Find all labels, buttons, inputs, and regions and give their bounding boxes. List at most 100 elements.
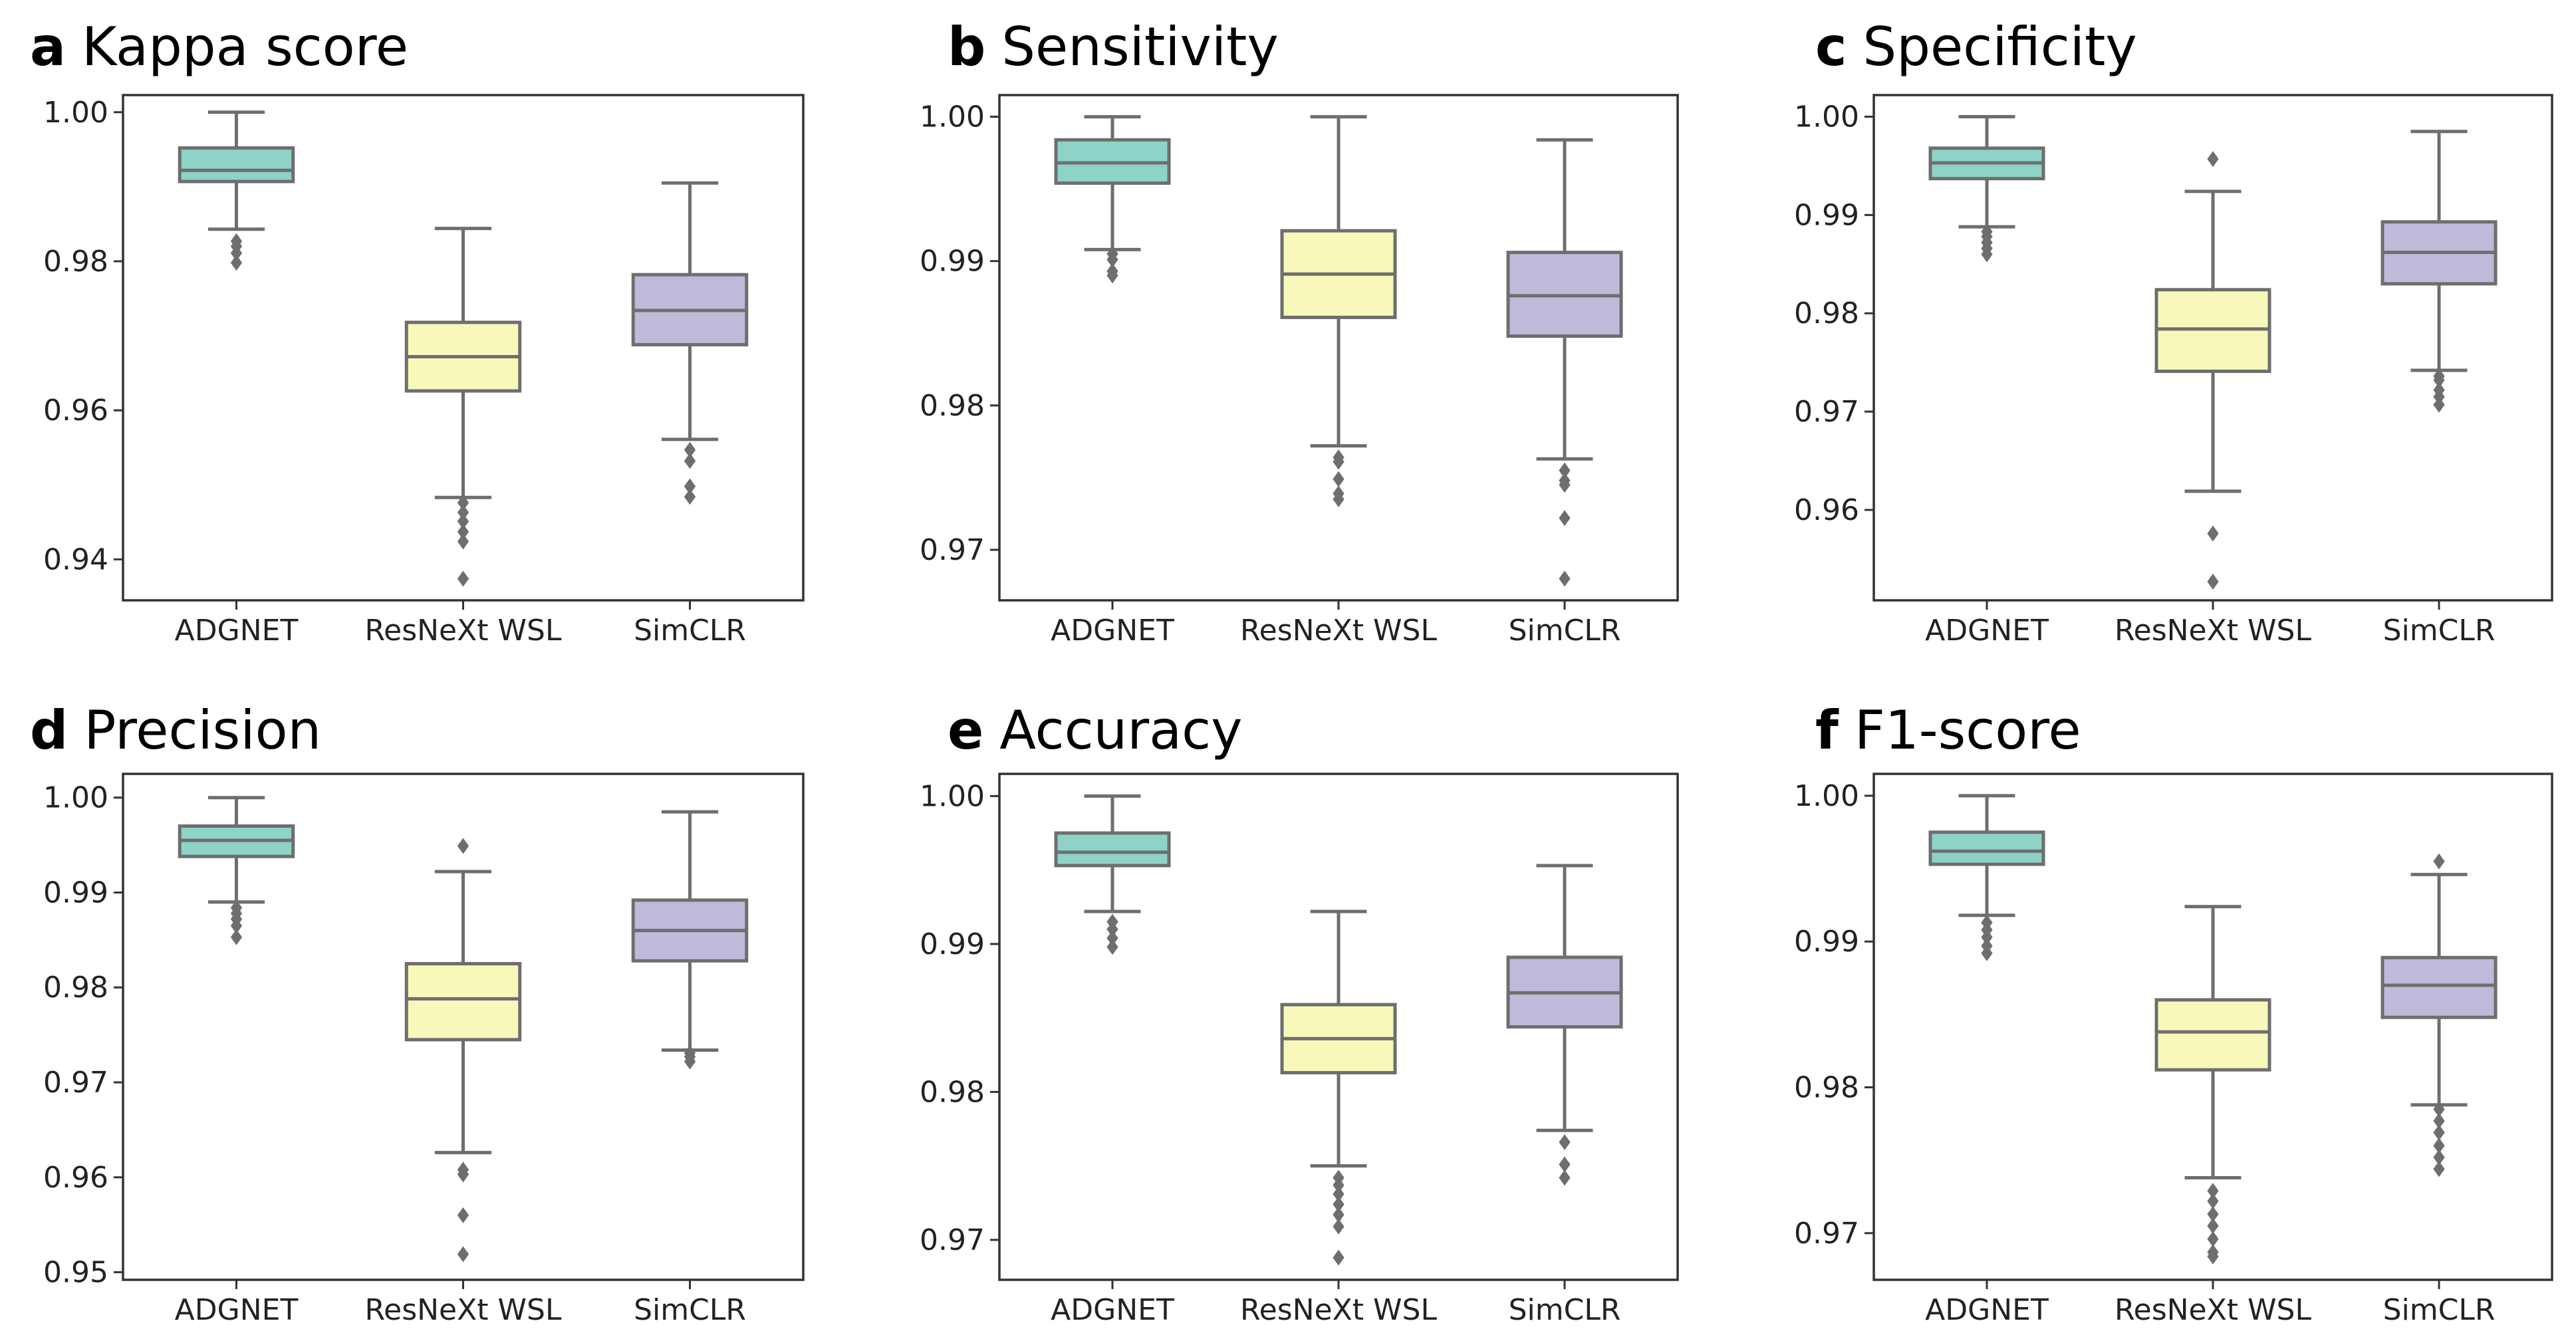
axes-frame <box>1872 773 2553 1281</box>
outlier-point <box>1106 267 1118 284</box>
x-tick-label: ResNeXt WSL <box>2115 614 2311 648</box>
outlier-point <box>2207 1217 2219 1234</box>
y-tick-label: 0.98 <box>43 245 108 279</box>
x-tick-label: ResNeXt WSL <box>365 1293 562 1327</box>
y-tick-label: 1.00 <box>1794 100 1859 134</box>
outlier-point <box>2433 853 2445 870</box>
panel-title-text: Specificity <box>1863 16 2136 78</box>
y-tick-label: 0.97 <box>1794 395 1859 429</box>
box-resnext-wsl <box>2154 905 2271 1265</box>
outlier-point <box>230 917 243 934</box>
box-iqr <box>1928 830 2045 866</box>
y-tick-label: 0.98 <box>1794 1071 1859 1105</box>
outlier-point <box>1106 929 1118 946</box>
y-tick-label: 0.98 <box>920 389 985 423</box>
panel-letter: f <box>1815 699 1839 761</box>
outlier-point <box>1333 1177 1345 1193</box>
box-resnext-wsl <box>2154 151 2271 590</box>
panel-c: c Specificity 0.96 0.97 0.98 0.99 1.00 ADGNET Re… <box>1794 16 2553 648</box>
outlier-point <box>1559 510 1571 527</box>
y-tick-label: 0.98 <box>920 1075 985 1109</box>
outlier-point <box>457 513 469 530</box>
y-tick-label: 0.99 <box>920 245 985 279</box>
y-tick-label: 0.96 <box>43 394 108 427</box>
panel-title: a Kappa score <box>30 16 408 78</box>
box-simclr <box>1506 864 1623 1186</box>
panel-title-text: Accuracy <box>999 699 1242 761</box>
outlier-point <box>2207 1193 2219 1209</box>
outlier-point <box>1559 1134 1571 1151</box>
x-tick-label: ADGNET <box>1925 614 2049 648</box>
box-simclr <box>631 181 749 505</box>
panel-title: f F1-score <box>1815 699 2081 761</box>
box-adgnet <box>1054 794 1171 955</box>
outlier-point <box>1106 251 1118 268</box>
y-tick-label: 0.97 <box>1794 1217 1859 1251</box>
outlier-point <box>1106 939 1118 955</box>
panel-title: b Sensitivity <box>948 16 1279 78</box>
y-tick-label: 0.99 <box>1794 925 1859 959</box>
outlier-point <box>684 478 696 495</box>
outlier-point <box>1333 1196 1345 1213</box>
y-tick-label: 0.97 <box>920 533 985 567</box>
box-adgnet <box>1054 115 1171 284</box>
panel-title: c Specificity <box>1815 16 2137 78</box>
box-simclr <box>631 810 749 1070</box>
outlier-point <box>2433 1101 2445 1118</box>
box-iqr <box>1054 831 1171 868</box>
outlier-point <box>2207 573 2219 590</box>
x-tick-label: ResNeXt WSL <box>1240 614 1437 648</box>
y-tick-label: 1.00 <box>43 96 108 130</box>
outlier-point <box>1333 453 1345 470</box>
outlier-point <box>2207 1248 2219 1265</box>
outlier-point <box>457 504 469 521</box>
y-tick-label: 0.98 <box>1794 297 1859 330</box>
axes-frame <box>122 773 805 1281</box>
x-tick-label: ResNeXt WSL <box>1240 1293 1437 1327</box>
y-tick-label: 0.96 <box>43 1161 108 1195</box>
axes-frame <box>1872 94 2553 602</box>
outlier-point <box>1981 246 1993 263</box>
x-tick-label: SimCLR <box>2383 1293 2496 1327</box>
y-tick-label: 1.00 <box>1794 779 1859 813</box>
outlier-point <box>1559 462 1571 479</box>
box-iqr <box>2381 955 2498 1019</box>
y-tick-label: 0.99 <box>1794 198 1859 232</box>
outlier-point <box>2433 1138 2445 1154</box>
outlier-point <box>684 489 696 505</box>
outlier-point <box>1333 471 1345 487</box>
outlier-point <box>457 523 469 540</box>
box-simclr <box>1506 138 1623 587</box>
panel-title-text: Sensitivity <box>1001 16 1278 78</box>
outlier-point <box>1333 1207 1345 1223</box>
y-tick-label: 1.00 <box>920 100 985 134</box>
y-tick-label: 1.00 <box>43 781 108 815</box>
outlier-point <box>230 255 243 271</box>
y-tick-label: 0.95 <box>43 1256 108 1290</box>
outlier-point <box>2433 1124 2445 1141</box>
box-resnext-wsl <box>1280 909 1397 1266</box>
panel-title: d Precision <box>30 699 321 761</box>
box-iqr <box>404 962 522 1042</box>
axes-frame <box>122 94 805 602</box>
panel-d: d Precision 0.95 0.96 0.97 0.98 0.99 1.00 ADGNET… <box>30 699 805 1327</box>
panel-letter: d <box>30 699 68 761</box>
panel-letter: c <box>1815 16 1847 78</box>
x-tick-label: ADGNET <box>1051 614 1174 648</box>
y-tick-label: 0.96 <box>1794 493 1859 527</box>
x-tick-label: SimCLR <box>2383 614 2496 648</box>
outlier-point <box>457 1207 469 1223</box>
outlier-point <box>1559 477 1571 493</box>
y-tick-label: 0.94 <box>43 543 108 576</box>
outlier-point <box>2207 151 2219 168</box>
panel-title-text: Kappa score <box>82 16 408 78</box>
panel-a: a Kappa score 0.94 0.96 0.98 1.00 ADGNET ResNeX… <box>30 16 805 648</box>
y-tick-label: 0.98 <box>43 971 108 1005</box>
x-tick-label: ADGNET <box>175 1293 299 1327</box>
outlier-point <box>457 533 469 550</box>
outlier-point <box>457 1166 469 1183</box>
outlier-point <box>2207 1231 2219 1247</box>
outlier-point <box>1981 945 1993 961</box>
outlier-point <box>684 453 696 469</box>
